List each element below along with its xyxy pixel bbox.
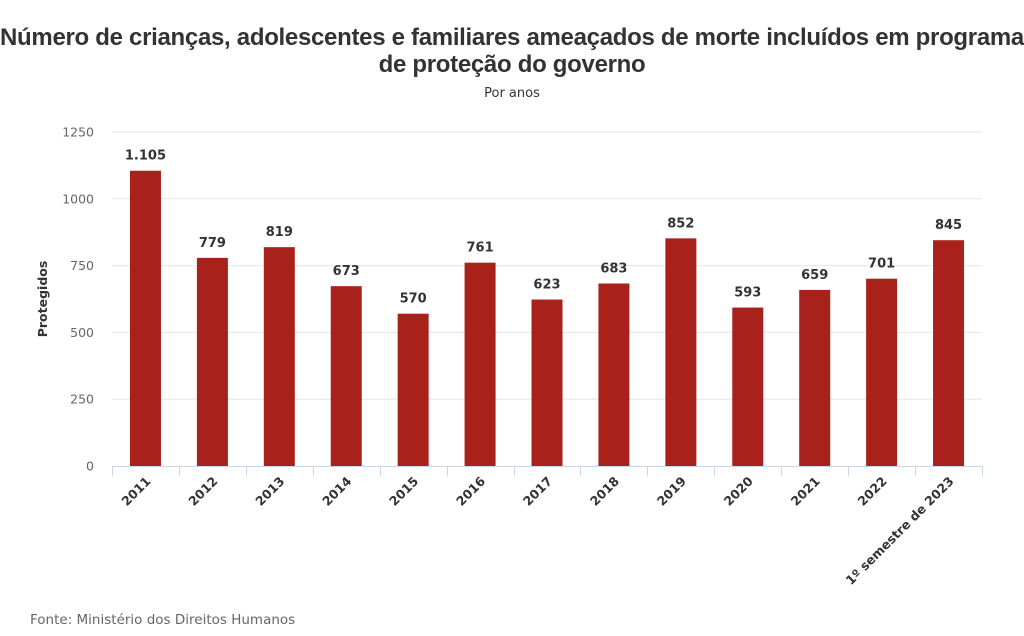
bar — [129, 170, 161, 466]
source-note: Fonte: Ministério dos Direitos Humanos — [30, 612, 296, 628]
x-tick-label: 2022 — [855, 474, 890, 509]
data-label: 623 — [533, 278, 560, 293]
x-tick-label: 2013 — [252, 474, 287, 509]
chart-subtitle: Por anos — [484, 86, 540, 101]
bar — [330, 286, 362, 466]
x-tick-label: 2020 — [721, 473, 756, 508]
data-label: 1.105 — [125, 149, 166, 164]
x-axis — [112, 466, 983, 476]
data-label: 570 — [400, 292, 427, 307]
y-tick-label: 750 — [70, 258, 94, 273]
x-axis-labels: 2011 2012 2013 2014 2015 2016 2017 2018 2019 2020… — [118, 473, 956, 587]
y-axis-title: Protegidos — [35, 261, 50, 338]
gridlines — [112, 131, 982, 400]
bar — [531, 299, 563, 466]
x-tick-label: 2021 — [788, 474, 823, 509]
bar — [598, 283, 630, 466]
bar — [732, 307, 764, 466]
x-tick-label: 2011 — [118, 474, 153, 509]
y-tick-label: 0 — [86, 459, 94, 474]
bar — [397, 313, 429, 466]
x-tick-label: 2017 — [520, 474, 555, 509]
y-tick-label: 1250 — [62, 125, 94, 140]
x-tick-label: 2018 — [587, 474, 622, 509]
data-label: 683 — [600, 262, 627, 277]
data-label: 673 — [333, 264, 360, 279]
bars — [129, 170, 965, 466]
data-label: 819 — [266, 225, 293, 240]
bar — [665, 238, 697, 466]
x-tick-label: 2019 — [654, 474, 689, 509]
y-tick-label: 500 — [70, 325, 94, 340]
data-label: 845 — [935, 218, 962, 233]
x-tick-label: 2016 — [453, 473, 488, 508]
data-labels: 1.105 779 819 673 570 761 623 683 852 593 659 701 84… — [125, 149, 962, 307]
bar — [933, 240, 965, 466]
data-label: 779 — [199, 236, 226, 251]
data-label: 701 — [868, 257, 895, 272]
data-label: 761 — [467, 241, 494, 256]
bar — [799, 289, 831, 466]
bar — [464, 262, 496, 466]
x-tick-label: 2014 — [319, 473, 354, 508]
bar — [196, 257, 228, 466]
y-axis-ticks: 0 250 500 750 1000 1250 — [62, 125, 94, 474]
y-tick-label: 250 — [70, 392, 94, 407]
bar — [263, 247, 295, 466]
x-tick-label: 2015 — [386, 474, 421, 509]
y-tick-label: 1000 — [62, 191, 94, 206]
x-tick-label: 2012 — [185, 474, 220, 509]
data-label: 659 — [801, 268, 828, 283]
data-label: 852 — [667, 216, 694, 231]
x-tick-label: 1º semestre de 2023 — [842, 474, 956, 588]
bar — [866, 278, 898, 466]
chart-title: Número de crianças, adolescentes e famil… — [0, 24, 1024, 78]
data-label: 593 — [734, 286, 761, 301]
